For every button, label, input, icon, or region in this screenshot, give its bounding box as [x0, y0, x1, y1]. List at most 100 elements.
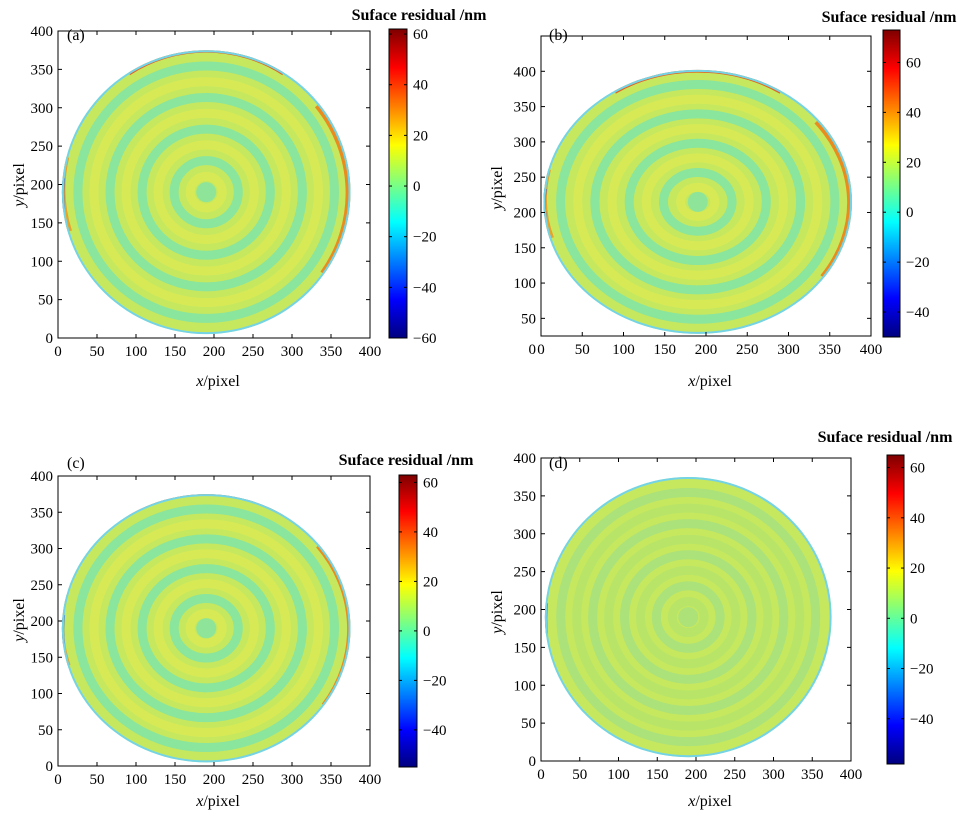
x-tick-label: 0	[537, 342, 545, 358]
x-tick-label: 50	[575, 342, 590, 358]
residual-ring	[676, 182, 720, 222]
center-spot	[678, 607, 699, 628]
x-axis-label-unit: /pixel	[695, 793, 732, 810]
x-tick-label: 300	[281, 772, 304, 788]
y-axis-label-var: y	[11, 634, 28, 644]
x-tick-label: 250	[736, 342, 759, 358]
panel-b: 0 50 100 150 200 250 300 350 4005010015020025030…	[489, 9, 957, 390]
residual-field	[61, 50, 351, 335]
residual-ring	[185, 171, 227, 213]
residual-ring	[607, 124, 788, 280]
x-tick-label: 250	[242, 344, 265, 360]
x-tick-label: 200	[203, 772, 226, 788]
x-tick-label: 50	[90, 344, 105, 360]
y-tick-label-origin: 0	[529, 342, 537, 358]
residual-ring	[635, 565, 741, 669]
y-tick-label: 100	[31, 254, 54, 270]
y-tick-label: 400	[31, 469, 54, 485]
x-tick-label: 200	[685, 767, 708, 783]
colorbar-tick-label: 20	[413, 128, 428, 144]
x-tick-label: 150	[164, 344, 187, 360]
colorbar-tick-label: 60	[906, 55, 921, 71]
colorbar-tick-label: 20	[910, 561, 925, 577]
x-tick-label: 50	[90, 772, 105, 788]
residual-field	[61, 494, 351, 763]
x-axis-label: x/pixel	[687, 373, 732, 390]
residual-ring	[556, 80, 840, 324]
center-spot	[196, 182, 217, 203]
colorbar	[398, 474, 418, 768]
x-tick-label: 350	[320, 344, 343, 360]
center-spot	[196, 618, 217, 639]
residual-ring	[590, 109, 806, 295]
residual-ring	[89, 77, 323, 308]
colorbar-tick-label: 0	[413, 179, 421, 195]
x-axis-label-var: x	[195, 373, 203, 390]
y-tick-label: 400	[514, 451, 537, 467]
colorbar-tick-label: −40	[910, 712, 933, 728]
y-tick-label: 200	[31, 614, 54, 630]
residual-ring	[588, 519, 789, 716]
panel-d: 0 50 100 150 200 250 300 350 4000501001502002503…	[489, 429, 953, 810]
panel-a: 0 50 100 150 200 250 300 350 4000501001502002503…	[11, 7, 487, 390]
y-tick-label: 50	[521, 716, 536, 732]
y-tick-label: 200	[514, 603, 537, 619]
x-tick-label: 300	[777, 342, 800, 358]
y-tick-label: 50	[521, 311, 536, 327]
y-tick-label: 200	[514, 205, 537, 221]
residual-ring	[658, 168, 737, 236]
x-tick-label: 0	[54, 344, 62, 360]
colorbar	[882, 29, 901, 338]
x-axis-label-var: x	[687, 793, 695, 810]
y-tick-label: 200	[31, 178, 54, 194]
x-tick-label: 50	[572, 767, 587, 783]
y-axis-label: y/pixel	[489, 166, 506, 212]
y-tick-label: 300	[514, 135, 537, 151]
panel-label: (d)	[549, 455, 568, 472]
y-tick-label: 150	[514, 241, 537, 257]
x-tick-label: 350	[320, 772, 343, 788]
x-tick-label: 0	[54, 772, 62, 788]
residual-ring	[572, 503, 805, 731]
residual-ring	[169, 593, 243, 663]
y-tick-label: 250	[514, 565, 537, 581]
y-tick-label: 300	[514, 527, 537, 543]
residual-ring	[137, 124, 275, 260]
x-tick-label: 100	[612, 342, 635, 358]
y-tick-label: 0	[46, 759, 54, 775]
x-axis-label-var: x	[195, 793, 203, 810]
y-tick-label: 350	[514, 489, 537, 505]
x-axis-label-unit: /pixel	[695, 373, 732, 390]
y-tick-label: 0	[46, 331, 54, 347]
residual-ring	[620, 550, 757, 684]
colorbar-tick-label: −40	[413, 280, 436, 296]
y-tick-label: 50	[38, 723, 53, 739]
residual-ring	[667, 597, 709, 638]
x-tick-label: 350	[801, 767, 824, 783]
y-axis-label-unit: /pixel	[11, 163, 28, 200]
x-tick-label: 250	[724, 767, 747, 783]
colorbar-title: Suface residual /nm	[818, 429, 954, 446]
residual-ring	[73, 504, 339, 752]
colorbar-tick-label: 40	[413, 78, 428, 94]
panel-c: 0 50 100 150 200 250 300 350 4000501001502002503…	[11, 452, 474, 810]
residual-ring	[89, 519, 323, 738]
colorbar-tick-label: 20	[423, 574, 438, 590]
x-tick-label: 150	[646, 767, 669, 783]
residual-ring	[73, 61, 339, 323]
x-tick-label: 200	[203, 344, 226, 360]
x-tick-label: 400	[840, 767, 863, 783]
y-tick-label: 150	[514, 640, 537, 656]
y-tick-label: 100	[31, 687, 54, 703]
y-axis-label-var: y	[489, 202, 506, 212]
center-spot	[687, 191, 708, 212]
residual-ring	[121, 549, 291, 708]
residual-ring	[105, 93, 307, 292]
y-tick-label: 50	[38, 293, 53, 309]
x-tick-label: 250	[242, 772, 265, 788]
colorbar-title: Suface residual /nm	[339, 452, 475, 469]
colorbar-tick-label: 60	[413, 27, 428, 43]
x-tick-label: 100	[125, 772, 148, 788]
x-axis-label-var: x	[687, 373, 695, 390]
